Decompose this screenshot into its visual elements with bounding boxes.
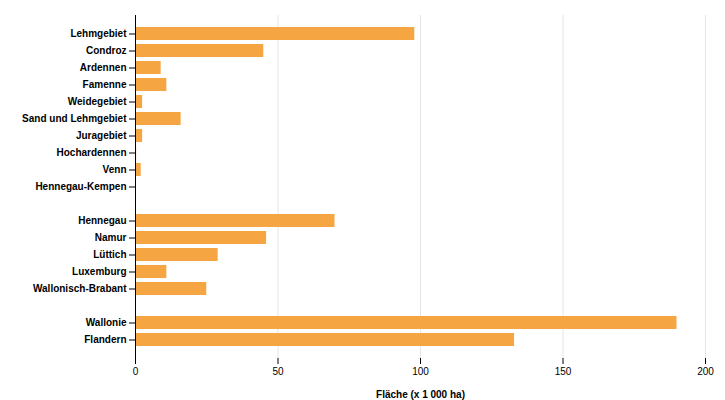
svg-text:Sand und Lehmgebiet: Sand und Lehmgebiet — [22, 113, 127, 124]
svg-text:150: 150 — [555, 366, 572, 377]
svg-text:Venn: Venn — [103, 164, 127, 175]
svg-text:50: 50 — [272, 366, 284, 377]
svg-text:Famenne: Famenne — [83, 79, 127, 90]
svg-text:Weidegebiet: Weidegebiet — [68, 96, 127, 107]
svg-text:Hennegau-Kempen: Hennegau-Kempen — [35, 181, 126, 192]
svg-text:Condroz: Condroz — [86, 45, 127, 56]
svg-text:Ardennen: Ardennen — [80, 62, 127, 73]
svg-text:100: 100 — [412, 366, 429, 377]
svg-text:Lüttich: Lüttich — [93, 249, 126, 260]
svg-text:Juragebiet: Juragebiet — [76, 130, 127, 141]
svg-text:Hochardennen: Hochardennen — [56, 147, 126, 158]
svg-text:Luxemburg: Luxemburg — [72, 266, 126, 277]
svg-text:Wallonisch-Brabant: Wallonisch-Brabant — [33, 283, 127, 294]
svg-text:Namur: Namur — [95, 232, 127, 243]
svg-text:0: 0 — [133, 366, 139, 377]
svg-text:200: 200 — [697, 366, 714, 377]
svg-text:Fläche (x 1 000 ha): Fläche (x 1 000 ha) — [376, 389, 465, 400]
svg-text:Wallonie: Wallonie — [86, 317, 127, 328]
svg-text:Hennegau: Hennegau — [78, 215, 126, 226]
svg-text:Flandern: Flandern — [84, 334, 126, 345]
svg-text:Lehmgebiet: Lehmgebiet — [70, 28, 127, 39]
